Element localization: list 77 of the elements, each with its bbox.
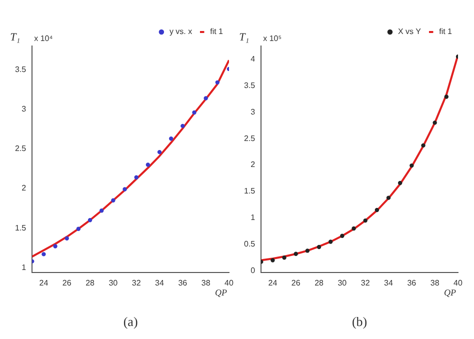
point bbox=[122, 187, 127, 192]
point bbox=[134, 175, 138, 180]
y-tick-label: 2.5 bbox=[244, 134, 256, 143]
x-tick-label: 34 bbox=[384, 278, 394, 288]
point bbox=[204, 96, 208, 100]
y-tick-label: 0 bbox=[250, 266, 256, 276]
point bbox=[146, 162, 150, 167]
point bbox=[53, 244, 58, 248]
x-tick-label: 32 bbox=[132, 278, 142, 288]
x-tick-label: 30 bbox=[338, 278, 348, 288]
x-axis-title: QP bbox=[215, 287, 228, 298]
y-tick-label: 3.5 bbox=[244, 80, 256, 90]
point bbox=[294, 252, 298, 256]
point bbox=[386, 196, 391, 200]
x-tick-label: 26 bbox=[291, 278, 301, 288]
y-tick-label: 4 bbox=[250, 54, 256, 64]
point bbox=[111, 198, 116, 202]
point bbox=[215, 80, 220, 85]
point bbox=[42, 252, 46, 256]
x-tick-label: 32 bbox=[360, 278, 370, 288]
point bbox=[180, 124, 185, 128]
point bbox=[157, 150, 162, 154]
point bbox=[328, 240, 333, 244]
point bbox=[76, 226, 81, 231]
legend-label: y vs. x bbox=[169, 27, 192, 36]
point bbox=[352, 226, 356, 231]
y-axis-title: T₁ bbox=[10, 31, 20, 44]
point bbox=[282, 255, 286, 260]
point bbox=[432, 120, 437, 125]
y-tick-label: 3 bbox=[250, 107, 256, 116]
x-tick-label: 26 bbox=[62, 278, 72, 288]
x-tick-label: 38 bbox=[201, 278, 211, 288]
x-tick-label: 30 bbox=[108, 278, 118, 288]
y-tick-label: 2 bbox=[22, 184, 27, 193]
point bbox=[168, 136, 174, 141]
y-tick-label: 1.5 bbox=[244, 186, 256, 196]
point bbox=[100, 208, 104, 213]
point bbox=[316, 244, 322, 250]
x-tick-label: 28 bbox=[86, 278, 96, 288]
point bbox=[374, 208, 380, 212]
point bbox=[192, 110, 196, 115]
x-tick-label: 24 bbox=[268, 278, 278, 288]
y-tick-label: 1 bbox=[22, 262, 27, 272]
point bbox=[305, 248, 310, 253]
point bbox=[410, 163, 414, 168]
x-tick-label: 36 bbox=[178, 278, 188, 288]
y-tick-label: 2.5 bbox=[14, 144, 27, 154]
point bbox=[64, 236, 69, 240]
x-tick-label: 36 bbox=[407, 278, 417, 288]
x-tick-label: 38 bbox=[430, 278, 440, 288]
point bbox=[398, 180, 402, 186]
y-tick-label: 1.5 bbox=[14, 223, 27, 232]
y-tick-label: 3.5 bbox=[14, 64, 27, 74]
point bbox=[88, 218, 92, 222]
y-axis-title: T₁ bbox=[239, 31, 250, 44]
y-tick-label: 1 bbox=[250, 213, 256, 222]
x-tick-label: 40 bbox=[454, 278, 463, 288]
x-tick-label: 28 bbox=[314, 278, 324, 288]
x-tick-label: 24 bbox=[39, 278, 49, 288]
y-tick-label: 3 bbox=[22, 104, 27, 114]
x-tick-label: 40 bbox=[224, 278, 234, 288]
text: x 10⁵ bbox=[263, 34, 282, 44]
legend-label: fit 1 bbox=[439, 27, 453, 36]
y-tick-label: 2 bbox=[250, 160, 256, 170]
point bbox=[270, 258, 275, 262]
point bbox=[444, 94, 449, 99]
x-axis-title: QP bbox=[444, 287, 456, 298]
legend-label: fit 1 bbox=[210, 27, 224, 36]
legend-label: X vs Y bbox=[398, 27, 422, 36]
text: x 10⁴ bbox=[34, 34, 54, 44]
point bbox=[340, 234, 344, 238]
point bbox=[363, 218, 368, 223]
y-tick-label: 0.5 bbox=[244, 240, 256, 249]
point bbox=[421, 143, 426, 148]
text: (b) bbox=[352, 314, 368, 329]
x-tick-label: 34 bbox=[155, 278, 165, 288]
text: (a) bbox=[123, 314, 138, 329]
